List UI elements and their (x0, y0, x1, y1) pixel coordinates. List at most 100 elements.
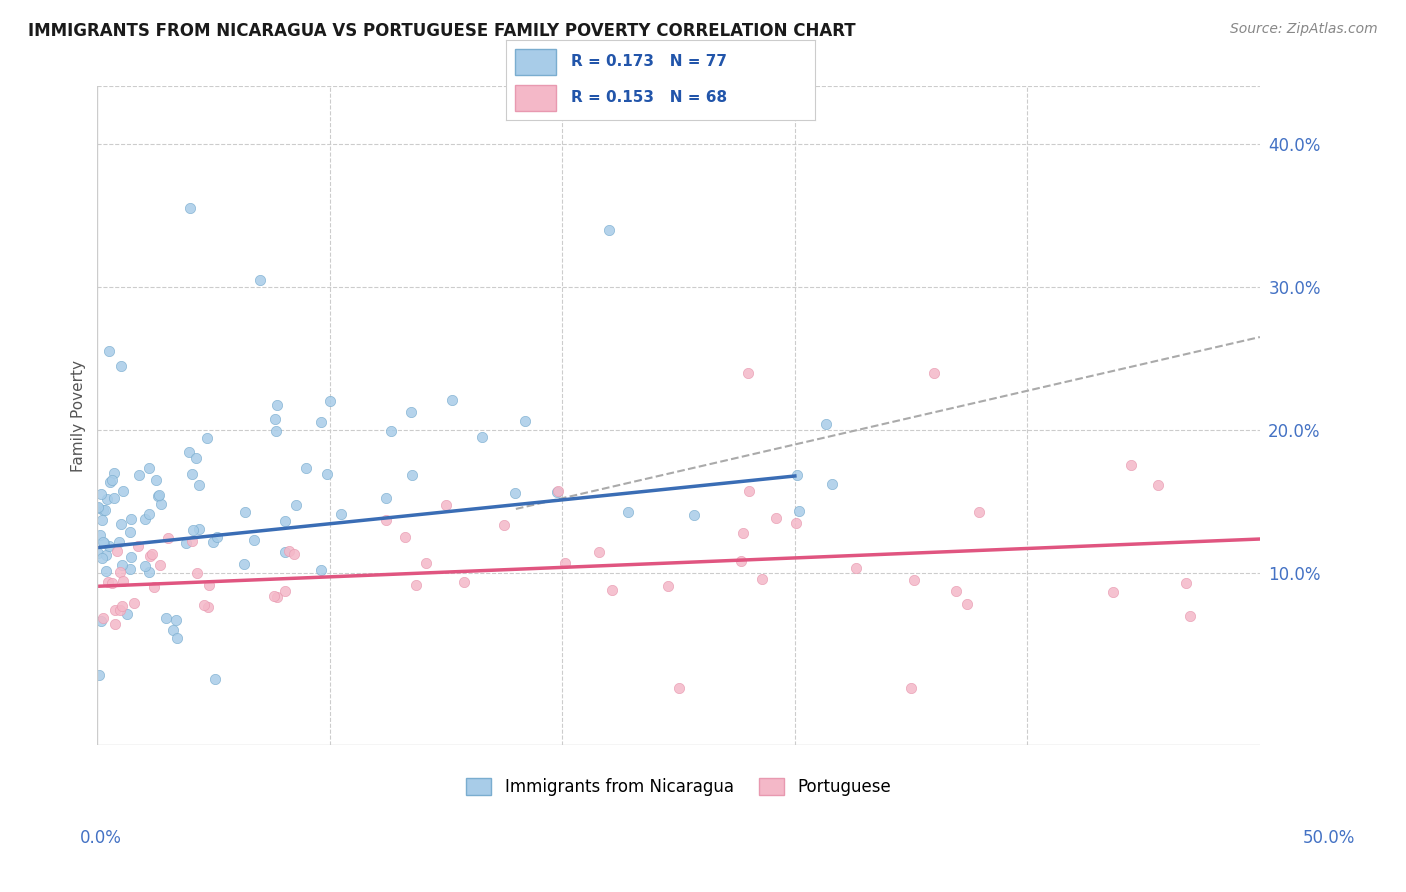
Point (166, 631, 188, 645)
Point (264, 412, 287, 426)
Text: IMMIGRANTS FROM NICARAGUA VS PORTUGUESE FAMILY POVERTY CORRELATION CHART: IMMIGRANTS FROM NICARAGUA VS PORTUGUESE … (28, 22, 856, 40)
Point (96, 548, 118, 562)
Point (441, 393, 464, 408)
Point (148, 488, 170, 502)
Point (471, 430, 494, 444)
Point (765, 511, 787, 525)
Point (329, 507, 352, 521)
Point (600, 582, 623, 597)
Point (1101, 585, 1123, 599)
Text: 50.0%: 50.0% (1302, 829, 1355, 847)
Point (264, 424, 287, 438)
Text: R = 0.153   N = 68: R = 0.153 N = 68 (571, 90, 727, 105)
Point (112, 574, 135, 589)
Point (598, 222, 620, 236)
Point (108, 603, 131, 617)
Point (105, 544, 128, 558)
Point (115, 607, 138, 621)
Point (233, 558, 256, 572)
Point (101, 473, 124, 487)
Point (98, 475, 121, 489)
Point (294, 461, 316, 475)
Point (401, 468, 423, 483)
Point (668, 681, 690, 695)
Point (90, 513, 112, 527)
Point (104, 617, 127, 632)
Point (90, 486, 112, 500)
Point (128, 468, 150, 483)
Point (111, 558, 134, 573)
Point (955, 597, 977, 611)
Point (309, 415, 332, 429)
Point (165, 614, 187, 628)
Point (380, 425, 402, 439)
Point (94, 502, 117, 516)
Point (1146, 478, 1168, 492)
Point (176, 535, 198, 549)
Point (787, 504, 810, 518)
Point (1174, 576, 1197, 591)
Point (181, 523, 204, 537)
Point (399, 404, 422, 418)
Point (453, 574, 475, 589)
Point (89, 528, 111, 542)
Point (657, 579, 679, 593)
Point (110, 359, 132, 373)
Point (138, 566, 160, 580)
Point (96, 491, 118, 506)
Point (374, 513, 396, 527)
Point (111, 484, 134, 499)
Point (143, 580, 166, 594)
Point (554, 556, 576, 570)
Point (263, 589, 285, 603)
Point (149, 558, 172, 573)
Point (274, 584, 297, 599)
Point (104, 602, 127, 616)
Point (284, 499, 307, 513)
Point (1121, 458, 1143, 472)
Point (187, 522, 209, 536)
Point (266, 590, 288, 604)
Text: R = 0.173   N = 77: R = 0.173 N = 77 (571, 54, 727, 70)
Point (503, 485, 526, 500)
Point (120, 525, 142, 540)
Point (120, 562, 142, 576)
Point (547, 484, 569, 499)
Point (588, 545, 610, 559)
Point (134, 512, 156, 526)
Point (319, 394, 342, 409)
Point (89, 668, 111, 682)
Point (120, 512, 142, 526)
Point (967, 505, 990, 519)
Point (235, 505, 257, 519)
Text: 0.0%: 0.0% (80, 829, 122, 847)
Point (617, 505, 640, 519)
Text: Source: ZipAtlas.com: Source: ZipAtlas.com (1230, 22, 1378, 37)
Point (91, 534, 114, 549)
Point (375, 491, 398, 506)
Point (184, 451, 207, 466)
Point (138, 507, 160, 521)
Point (515, 414, 537, 428)
Point (157, 531, 180, 545)
Point (820, 476, 842, 491)
Point (405, 578, 427, 592)
Point (204, 673, 226, 687)
Point (87, 500, 110, 515)
Point (111, 599, 134, 613)
Point (97, 574, 120, 589)
Point (242, 533, 264, 547)
Legend: Immigrants from Nicaragua, Portuguese: Immigrants from Nicaragua, Portuguese (460, 772, 897, 803)
Point (138, 460, 160, 475)
Point (150, 497, 173, 511)
Point (177, 445, 200, 459)
Point (274, 545, 297, 559)
Point (148, 489, 170, 503)
Point (139, 549, 162, 564)
Point (98, 344, 121, 359)
Point (103, 491, 125, 505)
Point (394, 530, 416, 544)
Point (737, 366, 759, 380)
Point (108, 534, 131, 549)
Point (186, 566, 208, 581)
